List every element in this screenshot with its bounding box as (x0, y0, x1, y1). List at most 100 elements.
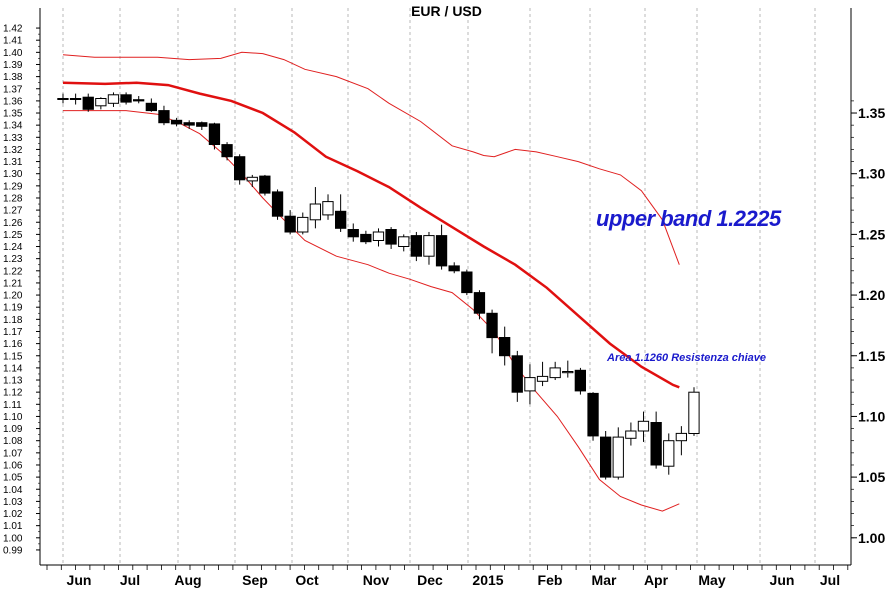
x-tick-label: Sep (242, 572, 268, 588)
left-tick-label: 1.39 (3, 60, 23, 71)
left-tick-label: 1.19 (3, 303, 23, 314)
bearish-candle (486, 312, 498, 339)
x-tick-label: Jul (820, 572, 840, 588)
left-tick-label: 1.41 (3, 36, 23, 47)
left-tick-label: 1.32 (3, 145, 23, 156)
bearish-candle (461, 271, 473, 294)
bearish-candle (183, 122, 195, 126)
bullish-candle (297, 216, 309, 233)
left-tick-label: 1.06 (3, 460, 23, 471)
left-tick-label: 1.18 (3, 315, 23, 326)
upper-band-line (62, 51, 680, 265)
bullish-candle (69, 98, 82, 100)
left-tick-label: 1.23 (3, 254, 23, 265)
x-tick-label: Jun (67, 572, 92, 588)
left-tick-label: 1.04 (3, 485, 23, 496)
bearish-candle (335, 210, 347, 229)
right-tick-label: 1.35 (858, 105, 885, 121)
x-tick-label: Jun (770, 572, 795, 588)
right-tick-label: 1.00 (858, 530, 885, 546)
left-tick-label: 1.12 (3, 388, 23, 399)
bearish-candle (259, 175, 271, 194)
bullish-candle (688, 391, 700, 435)
bullish-candle (675, 432, 688, 442)
left-tick-label: 1.10 (3, 412, 23, 423)
bullish-candle (625, 430, 637, 439)
bearish-candle (435, 235, 448, 267)
left-tick-label: 1.02 (3, 509, 23, 520)
left-tick-label: 1.21 (3, 278, 23, 289)
x-tick-label: 2015 (472, 572, 503, 588)
bearish-candle (221, 144, 233, 158)
left-tick-label: 1.35 (3, 109, 23, 120)
x-tick-label: Jul (120, 572, 140, 588)
x-tick-label: Apr (644, 572, 669, 588)
left-tick-label: 1.09 (3, 424, 23, 435)
right-tick-label: 1.10 (858, 408, 885, 424)
left-tick-label: 1.17 (3, 327, 23, 338)
bullish-candle (663, 440, 675, 467)
right-tick-label: 1.25 (858, 226, 885, 242)
bullish-candle (372, 231, 385, 241)
bollinger-bands (62, 51, 680, 512)
bearish-candle (271, 191, 284, 217)
right-tick-label: 1.20 (858, 287, 885, 303)
bearish-candle (473, 292, 486, 314)
bullish-candle (562, 371, 574, 374)
upper-band-annotation: upper band 1.2225 (596, 206, 781, 231)
left-tick-label: 1.13 (3, 376, 23, 387)
left-tick-label: 1.40 (3, 48, 23, 59)
left-tick-label: 1.22 (3, 266, 23, 277)
left-tick-label: 1.05 (3, 473, 23, 484)
left-tick-label: 1.37 (3, 84, 23, 95)
x-tick-label: Mar (592, 572, 617, 588)
lower-band-line (63, 110, 680, 512)
left-tick-label: 1.00 (3, 533, 23, 544)
middle-band-line (62, 81, 680, 389)
bearish-candle (120, 94, 132, 103)
left-tick-label: 1.42 (3, 24, 23, 35)
bearish-candle (234, 156, 246, 181)
bearish-candle (385, 229, 397, 245)
vertical-grid (62, 8, 816, 565)
left-tick-label: 1.33 (3, 133, 23, 144)
right-tick-label: 1.15 (858, 348, 885, 364)
x-tick-label: Nov (363, 572, 390, 588)
x-tick-label: May (698, 572, 725, 588)
bullish-candle (322, 201, 334, 216)
left-tick-label: 1.28 (3, 193, 23, 204)
bearish-candle (600, 436, 612, 478)
right-tick-label: 1.05 (858, 469, 885, 485)
left-tick-label: 1.26 (3, 218, 23, 229)
bullish-candle (536, 375, 549, 382)
bearish-candle (499, 337, 511, 357)
left-tick-label: 1.07 (3, 448, 23, 459)
left-tick-label: 1.36 (3, 96, 23, 107)
bullish-candle (246, 176, 258, 182)
candlesticks (57, 92, 700, 480)
left-tick-label: 1.29 (3, 181, 23, 192)
bearish-candle (133, 99, 145, 102)
bullish-candle (549, 367, 561, 379)
bullish-candle (423, 235, 435, 257)
left-tick-label: 1.11 (3, 400, 22, 411)
axes: 1.421.411.401.391.381.371.361.351.341.33… (3, 8, 885, 588)
left-tick-label: 0.99 (3, 545, 23, 556)
bullish-candle (309, 203, 322, 221)
bullish-candle (95, 98, 107, 107)
right-tick-label: 1.30 (858, 166, 885, 182)
bearish-candle (284, 215, 296, 233)
bearish-candle (170, 119, 183, 125)
left-tick-label: 1.38 (3, 72, 23, 83)
bearish-candle (410, 235, 423, 257)
bearish-candle (158, 110, 170, 124)
bearish-candle (511, 355, 523, 393)
left-tick-label: 1.31 (3, 157, 23, 168)
bullish-candle (612, 436, 624, 478)
bearish-candle (145, 102, 157, 112)
bearish-candle (360, 233, 372, 243)
bearish-candle (208, 123, 221, 146)
left-tick-label: 1.14 (3, 363, 23, 374)
x-tick-label: Aug (174, 572, 201, 588)
